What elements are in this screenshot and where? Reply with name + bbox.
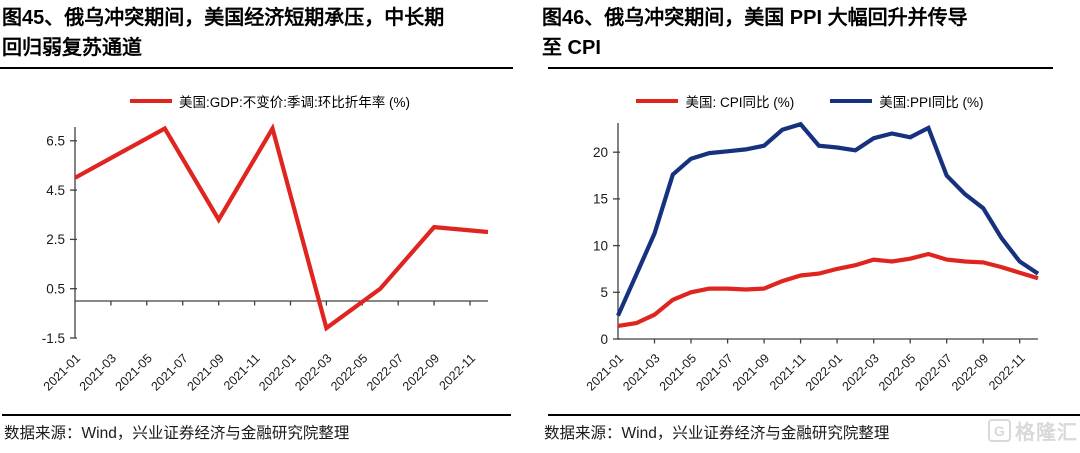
x-tick-label: 2021-09 xyxy=(184,351,226,393)
x-tick-label: 2021-11 xyxy=(221,351,263,393)
figure-45-panel: 图45、俄乌冲突期间，美国经济短期承压，中长期 回归弱复苏通道 美国:GDP:不变… xyxy=(0,7,540,442)
x-tick-label: 2022-05 xyxy=(328,351,370,393)
y-tick-label: 0 xyxy=(600,332,608,347)
x-tick-label: 2022-01 xyxy=(256,351,298,393)
x-tick-label: 2022-01 xyxy=(803,351,845,393)
legend-label: 美国:PPI同比 (%) xyxy=(879,95,984,110)
gdp-line xyxy=(73,123,489,332)
figure-45-title: 图45、俄乌冲突期间，美国经济短期承压，中长期 回归弱复苏通道 xyxy=(2,7,445,59)
y-tick-label: 4.5 xyxy=(46,183,65,198)
x-tick-label: 2021-07 xyxy=(148,351,190,393)
legend-item-gdp: 美国:GDP:不变价:季调:环比折年率 (%) xyxy=(129,91,410,111)
cpi-line xyxy=(617,251,1039,328)
x-tick-label: 2022-11 xyxy=(986,351,1028,393)
title-divider xyxy=(0,67,513,69)
x-tick-label: 2022-09 xyxy=(949,351,991,393)
x-tick-label: 2021-03 xyxy=(620,351,662,393)
figure-45-legend: 美国:GDP:不变价:季调:环比折年率 (%) xyxy=(0,92,540,110)
y-tick-label: -1.5 xyxy=(42,331,65,346)
data-source-note: 数据来源：Wind，兴业证券经济与金融研究院整理 xyxy=(4,425,350,442)
x-tick-label: 2022-07 xyxy=(364,351,406,393)
x-tick-label: 2021-05 xyxy=(657,351,699,393)
y-tick-label: 6.5 xyxy=(46,134,65,149)
x-tick-label: 2021-05 xyxy=(113,351,155,393)
figure-46-panel: 图46、俄乌冲突期间，美国 PPI 大幅回升并传导至 CPI 美国: CPI同比… xyxy=(540,0,1080,453)
title-divider xyxy=(548,67,1053,69)
source-divider xyxy=(548,414,1080,416)
source-divider xyxy=(2,414,511,416)
x-tick-label: 2021-03 xyxy=(77,351,119,393)
x-tick-label: 2022-09 xyxy=(400,351,442,393)
gelonghui-watermark-text: 格隆汇 xyxy=(1015,422,1078,444)
x-tick-label: 2022-07 xyxy=(912,351,954,393)
x-tick-label: 2022-03 xyxy=(292,351,334,393)
y-tick-label: 15 xyxy=(593,192,608,207)
y-tick-label: 0.5 xyxy=(46,282,65,297)
legend-swatch-cpi xyxy=(636,99,679,103)
x-tick-label: 2022-03 xyxy=(839,351,881,393)
gelonghui-g-icon: G xyxy=(988,419,1011,442)
figure-46-legend: 美国: CPI同比 (%) 美国:PPI同比 (%) xyxy=(540,92,1080,110)
gdp-line-chart: 6.54.52.50.5-1.52021-012021-032021-05202… xyxy=(41,123,489,394)
y-tick-label: 2.5 xyxy=(46,232,65,247)
cpi-ppi-line-chart: 051015202021-012021-032021-052021-072021… xyxy=(584,121,1040,394)
y-tick-label: 5 xyxy=(600,285,608,300)
legend-item-ppi: 美国:PPI同比 (%) xyxy=(830,91,984,111)
x-tick-label: 2021-09 xyxy=(730,351,772,393)
legend-swatch-gdp xyxy=(129,99,172,103)
gelonghui-watermark: G 格隆汇 xyxy=(984,416,1078,445)
legend-item-cpi: 美国: CPI同比 (%) xyxy=(636,91,794,111)
y-tick-label: 10 xyxy=(593,238,608,253)
x-tick-label: 2022-05 xyxy=(876,351,918,393)
data-source-note: 数据来源：Wind，兴业证券经济与金融研究院整理 xyxy=(544,425,890,442)
x-tick-label: 2021-01 xyxy=(41,351,83,393)
x-tick-label: 2021-07 xyxy=(693,351,735,393)
ppi-line xyxy=(616,121,1040,317)
x-tick-label: 2022-11 xyxy=(436,351,478,393)
x-tick-label: 2021-01 xyxy=(584,351,626,393)
legend-label: 美国: CPI同比 (%) xyxy=(685,95,795,110)
legend-swatch-ppi xyxy=(830,99,873,103)
legend-label: 美国:GDP:不变价:季调:环比折年率 (%) xyxy=(178,95,410,110)
x-tick-label: 2021-11 xyxy=(767,351,809,393)
y-tick-label: 20 xyxy=(593,145,608,160)
figure-46-title: 图46、俄乌冲突期间，美国 PPI 大幅回升并传导至 CPI xyxy=(542,7,968,59)
